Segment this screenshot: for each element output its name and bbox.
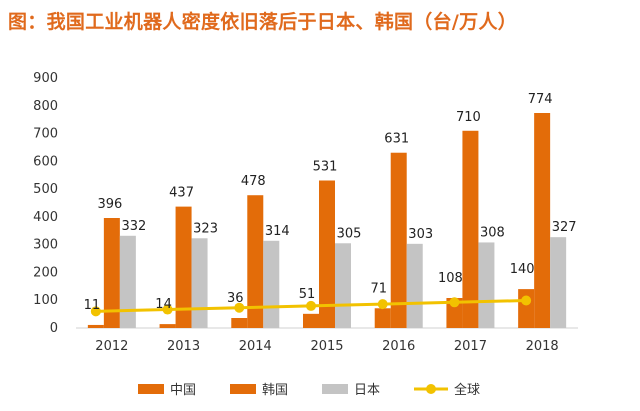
- bar-韩国: [247, 195, 264, 328]
- data-label-中国: 51: [299, 287, 316, 302]
- point-全球: [162, 304, 173, 315]
- legend-label-日本: 日本: [354, 383, 380, 398]
- legend-label-中国: 中国: [170, 383, 196, 398]
- legend-label-韩国: 韩国: [262, 383, 288, 398]
- bar-日本: [478, 242, 495, 328]
- data-label-韩国: 478: [241, 174, 266, 189]
- data-label-日本: 314: [265, 224, 290, 239]
- y-tick-label: 200: [33, 265, 58, 280]
- bar-韩国: [319, 180, 335, 328]
- data-label-中国: 36: [227, 291, 244, 306]
- bar-韩国: [390, 152, 407, 328]
- legend-swatch-韩国: [230, 384, 256, 394]
- point-全球: [449, 297, 460, 308]
- y-tick-label: 900: [33, 71, 58, 86]
- bar-日本: [550, 237, 567, 328]
- y-tick-label: 100: [33, 293, 58, 308]
- data-label-中国: 108: [438, 271, 463, 286]
- point-全球: [306, 300, 316, 311]
- y-tick-label: 800: [33, 99, 58, 114]
- data-label-韩国: 631: [384, 132, 409, 147]
- x-tick-label: 2016: [382, 339, 415, 354]
- bar-日本: [335, 243, 351, 328]
- bar-韩国: [462, 130, 479, 328]
- legend-marker-全球: [426, 384, 436, 394]
- bar-中国: [374, 308, 391, 328]
- bar-中国: [231, 318, 248, 328]
- x-tick-label: 2015: [310, 339, 343, 354]
- data-label-日本: 305: [337, 226, 362, 241]
- x-tick-label: 2013: [167, 339, 200, 354]
- bar-中国: [159, 324, 176, 328]
- x-tick-label: 2018: [526, 339, 559, 354]
- y-tick-label: 700: [33, 127, 58, 142]
- bar-韩国: [534, 113, 551, 328]
- x-tick-label: 2017: [454, 339, 487, 354]
- data-label-中国: 14: [155, 297, 172, 312]
- bar-中国: [518, 289, 535, 328]
- data-label-中国: 71: [370, 281, 387, 296]
- data-label-韩国: 396: [97, 197, 122, 212]
- bar-日本: [191, 238, 208, 328]
- point-全球: [377, 299, 388, 310]
- data-label-日本: 327: [552, 220, 577, 235]
- data-label-韩国: 774: [528, 92, 553, 107]
- bar-日本: [263, 240, 280, 328]
- legend-swatch-日本: [322, 384, 348, 394]
- data-label-韩国: 437: [169, 186, 194, 201]
- bar-韩国: [103, 218, 120, 328]
- point-全球: [90, 306, 101, 317]
- legend-swatch-中国: [138, 384, 164, 394]
- legend-label-全球: 全球: [454, 382, 480, 398]
- data-label-韩国: 531: [313, 160, 338, 175]
- data-label-韩国: 710: [456, 110, 481, 125]
- y-tick-label: 300: [33, 238, 58, 253]
- y-tick-label: 0: [50, 321, 58, 336]
- bar-中国: [446, 298, 463, 328]
- point-全球: [521, 295, 532, 306]
- data-label-日本: 323: [193, 221, 218, 236]
- data-label-日本: 303: [408, 227, 433, 242]
- bar-中国: [303, 313, 319, 328]
- chart-title: 图：我国工业机器人密度依旧落后于日本、韩国（台/万人）: [8, 11, 518, 33]
- data-label-日本: 308: [480, 225, 505, 240]
- bar-中国: [87, 324, 104, 328]
- data-label-日本: 332: [121, 219, 146, 234]
- data-label-中国: 140: [510, 262, 535, 277]
- y-tick-label: 400: [33, 210, 58, 225]
- y-tick-label: 600: [33, 154, 58, 169]
- x-tick-label: 2012: [95, 339, 128, 354]
- data-label-中国: 11: [84, 298, 101, 313]
- bar-韩国: [175, 206, 192, 328]
- y-tick-label: 500: [33, 182, 58, 197]
- point-全球: [234, 302, 245, 313]
- bar-日本: [406, 243, 423, 328]
- bar-日本: [119, 235, 136, 328]
- x-tick-label: 2014: [239, 339, 272, 354]
